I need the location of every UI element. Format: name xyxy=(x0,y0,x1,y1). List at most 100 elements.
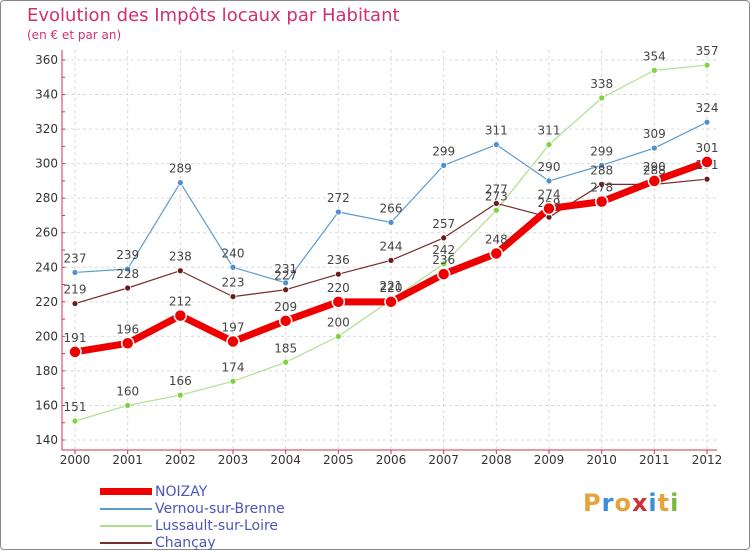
x-tick-label: 2007 xyxy=(428,453,459,467)
data-label-vernou-sur-brenne: 239 xyxy=(116,248,139,262)
chart-title: Evolution des Impôts locaux par Habitant xyxy=(27,5,400,26)
data-point-lussault-sur-loire xyxy=(598,94,606,102)
data-label-chan-ay: 244 xyxy=(380,239,403,253)
x-tick-label: 2003 xyxy=(218,453,249,467)
logo-letter: i xyxy=(670,489,680,517)
data-point-noizay xyxy=(647,174,662,188)
x-tick-label: 2006 xyxy=(376,453,407,467)
data-point-noizay xyxy=(120,336,135,351)
data-point-lussault-sur-loire xyxy=(650,66,658,74)
data-point-lussault-sur-loire xyxy=(703,61,711,69)
x-tick-label: 2008 xyxy=(481,453,512,467)
data-label-vernou-sur-brenne: 290 xyxy=(538,160,561,174)
data-label-noizay: 290 xyxy=(643,160,666,174)
data-label-chan-ay: 219 xyxy=(64,283,87,297)
data-point-chan-ay xyxy=(229,293,237,301)
data-label-chan-ay: 288 xyxy=(643,163,666,177)
x-tick-label: 2009 xyxy=(534,453,565,467)
logo-letter: x xyxy=(631,489,649,517)
data-label-vernou-sur-brenne: 311 xyxy=(485,124,508,138)
x-tick-label: 2011 xyxy=(639,453,670,467)
data-point-vernou-sur-brenne xyxy=(387,218,395,226)
data-point-lussault-sur-loire xyxy=(124,402,132,409)
data-label-vernou-sur-brenne: 309 xyxy=(643,127,666,141)
data-label-lussault-sur-loire: 273 xyxy=(485,189,508,203)
data-point-lussault-sur-loire xyxy=(229,377,237,385)
data-label-lussault-sur-loire: 354 xyxy=(643,49,666,63)
legend-swatch xyxy=(100,488,152,495)
data-point-chan-ay xyxy=(598,180,606,188)
data-label-lussault-sur-loire: 242 xyxy=(432,243,455,257)
data-point-noizay xyxy=(700,155,714,169)
proxiti-logo: Proxiti xyxy=(583,489,679,517)
data-label-noizay: 191 xyxy=(64,331,87,345)
data-label-vernou-sur-brenne: 299 xyxy=(432,144,455,158)
data-label-vernou-sur-brenne: 299 xyxy=(590,144,613,158)
data-label-noizay: 212 xyxy=(169,295,192,309)
y-tick-label: 360 xyxy=(35,53,58,67)
data-label-chan-ay: 227 xyxy=(274,269,297,283)
legend-label: Chançay xyxy=(155,534,216,551)
data-point-noizay xyxy=(594,194,609,209)
data-label-lussault-sur-loire: 174 xyxy=(222,360,245,374)
data-label-chan-ay: 236 xyxy=(327,253,350,267)
data-point-lussault-sur-loire xyxy=(176,391,184,399)
data-label-noizay: 220 xyxy=(327,281,350,295)
data-point-vernou-sur-brenne xyxy=(492,141,500,149)
y-tick-label: 280 xyxy=(35,191,58,205)
y-tick-label: 180 xyxy=(35,364,58,378)
data-point-lussault-sur-loire xyxy=(492,206,500,214)
data-label-noizay: 274 xyxy=(538,188,561,202)
data-label-lussault-sur-loire: 185 xyxy=(274,341,297,355)
data-label-vernou-sur-brenne: 324 xyxy=(696,101,719,115)
legend-item-lussault-sur-loire: Lussault-sur-Loire xyxy=(100,517,285,534)
y-tick-label: 200 xyxy=(35,329,58,343)
data-point-vernou-sur-brenne xyxy=(703,118,711,126)
legend-label: NOIZAY xyxy=(155,483,208,500)
data-point-lussault-sur-loire xyxy=(71,417,79,425)
data-label-noizay: 196 xyxy=(116,322,139,336)
data-point-vernou-sur-brenne xyxy=(229,263,237,271)
data-point-chan-ay xyxy=(124,284,132,292)
y-tick-label: 320 xyxy=(35,122,58,136)
data-point-vernou-sur-brenne xyxy=(440,161,448,169)
data-point-vernou-sur-brenne xyxy=(334,208,342,216)
data-label-vernou-sur-brenne: 266 xyxy=(380,201,403,215)
data-label-noizay: 248 xyxy=(485,232,508,246)
data-point-lussault-sur-loire xyxy=(334,332,342,340)
chart-legend: NOIZAY Vernou-sur-Brenne Lussault-sur-Loir… xyxy=(100,483,285,551)
data-point-chan-ay xyxy=(71,300,79,307)
legend-label: Lussault-sur-Loire xyxy=(155,517,279,534)
data-point-noizay xyxy=(384,295,398,309)
y-tick-label: 140 xyxy=(35,433,58,447)
y-tick-label: 300 xyxy=(35,157,58,171)
legend-item-vernou-sur-brenne: Vernou-sur-Brenne xyxy=(100,500,285,517)
data-point-vernou-sur-brenne xyxy=(282,279,290,287)
legend-swatch xyxy=(100,541,152,544)
data-point-vernou-sur-brenne xyxy=(545,177,553,185)
y-tick-label: 160 xyxy=(35,398,58,412)
data-label-lussault-sur-loire: 166 xyxy=(169,374,192,388)
data-point-vernou-sur-brenne xyxy=(176,179,184,187)
data-label-chan-ay: 223 xyxy=(222,276,245,290)
data-label-lussault-sur-loire: 151 xyxy=(64,400,87,414)
data-point-chan-ay xyxy=(440,234,448,242)
data-label-chan-ay: 238 xyxy=(169,250,192,264)
x-tick-label: 2002 xyxy=(165,453,196,467)
data-point-noizay xyxy=(436,267,451,281)
x-tick-label: 2004 xyxy=(270,453,301,467)
data-point-vernou-sur-brenne xyxy=(598,161,606,169)
data-point-noizay xyxy=(173,308,188,323)
legend-swatch xyxy=(100,524,152,527)
data-label-chan-ay: 288 xyxy=(590,163,613,177)
data-label-vernou-sur-brenne: 240 xyxy=(222,246,245,260)
data-label-chan-ay: 257 xyxy=(432,217,455,231)
logo-letter: P xyxy=(583,489,602,517)
data-point-noizay xyxy=(68,345,82,359)
data-label-lussault-sur-loire: 338 xyxy=(590,77,613,91)
data-point-noizay xyxy=(489,246,504,261)
data-point-chan-ay xyxy=(334,270,342,278)
logo-letter: i xyxy=(648,489,658,517)
data-label-noizay: 278 xyxy=(590,181,613,195)
